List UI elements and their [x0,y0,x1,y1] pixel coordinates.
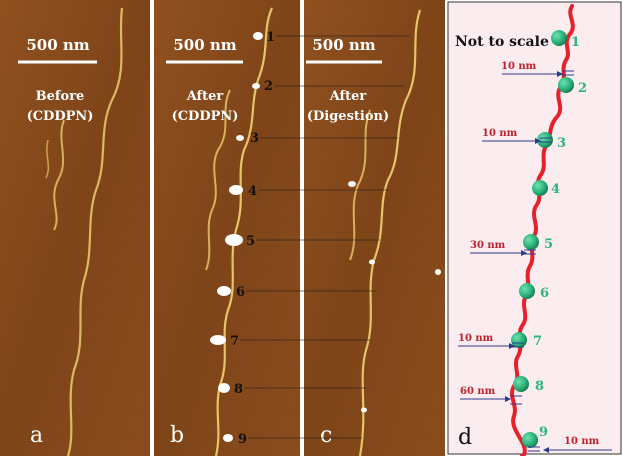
protein-blob [348,181,356,187]
dna-strand [358,9,422,456]
protein-blob [252,83,260,89]
site-number: 1 [266,30,275,45]
protein-blob [225,234,243,246]
scale-bar-label: 500 nm [312,36,375,54]
panel-letter: a [30,423,43,448]
dna-strand [45,139,50,179]
spacing-label: 10 nm [501,61,537,72]
protein-blob [253,32,263,40]
protein-sphere [522,432,538,448]
panel-caption-line2: (Digestion) [307,109,389,124]
site-number: 4 [551,182,560,197]
protein-sphere [558,77,574,93]
panel-caption-line1: After [186,89,224,104]
panel-letter: b [170,423,184,448]
site-number: 9 [238,432,247,447]
site-number: 3 [250,131,259,146]
protein-blob [369,259,375,265]
scale-bar-label: 500 nm [173,36,236,54]
protein-blob [217,286,231,296]
protein-sphere [551,30,567,46]
site-number: 7 [533,334,542,349]
reference-lines [240,35,410,439]
panel-a: 500 nm Before (CDDPN) a [0,0,150,456]
schematic-site-numbers: 1 2 3 4 5 6 7 8 9 [533,35,587,440]
panel-letter: d [458,425,472,450]
site-number: 4 [248,184,257,199]
panel-b: 500 nm After (CDDPN) b 1 2 3 4 5 6 7 8 9 [154,0,300,456]
panel-c: 500 nm After (Digestion) c [304,0,445,456]
site-number: 6 [540,286,549,301]
site-number: 8 [234,382,243,397]
protein-blob [210,335,226,345]
panel-caption-line2: (CDDPN) [172,109,239,124]
panel-caption-line1: After [329,89,367,104]
site-number: 8 [535,379,544,394]
spacing-label: 30 nm [470,240,506,251]
dna-strand [66,7,124,456]
protein-sphere [511,332,527,348]
dna-strand [205,89,231,271]
site-number: 3 [557,136,566,151]
site-number: 2 [578,81,587,96]
site-number: 5 [246,234,255,249]
site-number-group: 1 2 3 4 5 6 7 8 9 [230,30,275,447]
panel-caption-line1: Before [36,89,85,104]
spacing-annotations: 10 nm 10 nm 30 nm 10 nm 60 nm 10 nm [458,61,612,453]
protein-blob [223,434,233,442]
panel-d: Not to scale 1 2 3 4 5 6 7 8 9 10 nm [447,1,622,456]
protein-sphere [513,376,529,392]
site-number: 9 [539,425,548,440]
protein-sphere [532,180,548,196]
protein-blob [229,185,243,195]
site-number: 6 [236,285,245,300]
protein-sphere [537,132,553,148]
protein-blob [435,269,441,275]
spacing-label: 10 nm [482,128,518,139]
site-number: 2 [264,79,273,94]
spacing-label: 10 nm [458,333,494,344]
site-number: 5 [544,237,553,252]
panel-letter: c [320,423,332,448]
spacing-label: 10 nm [564,436,600,447]
protein-blob [236,135,244,141]
spacing-label: 60 nm [460,386,496,397]
panel-caption-line2: (CDDPN) [27,109,94,124]
protein-blob [361,407,367,413]
site-number: 7 [230,334,239,349]
schematic-title: Not to scale [455,34,549,50]
protein-sphere [523,234,539,250]
protein-blob [218,383,230,393]
site-number: 1 [571,35,580,50]
protein-sphere [519,283,535,299]
dna-strand [53,119,65,231]
dna-strand [349,109,371,261]
scale-bar-label: 500 nm [26,36,89,54]
